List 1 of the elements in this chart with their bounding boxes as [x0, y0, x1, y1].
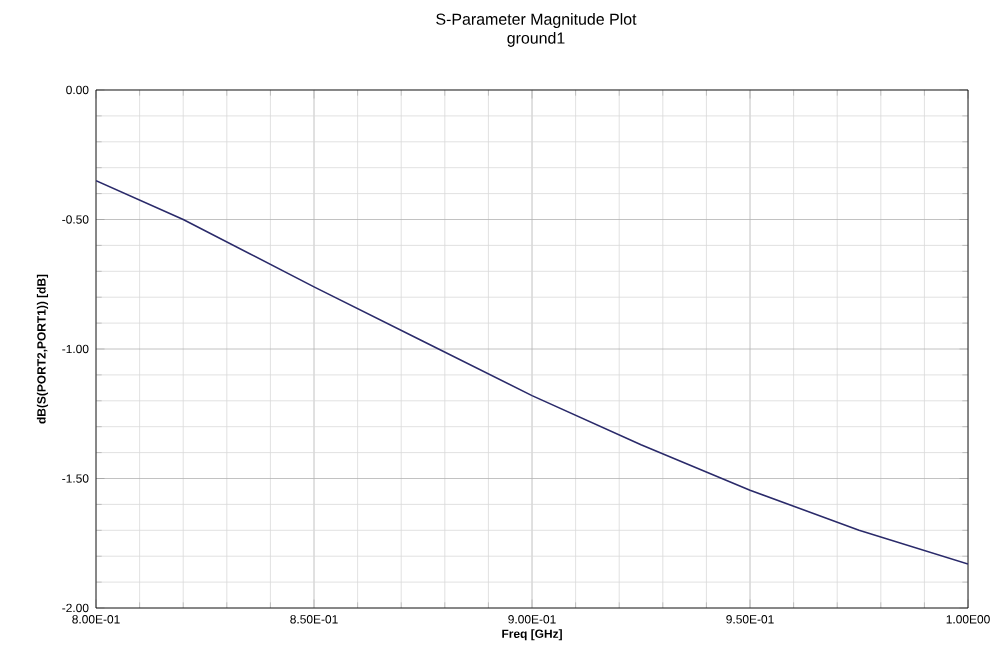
line-series: [96, 179, 969, 565]
